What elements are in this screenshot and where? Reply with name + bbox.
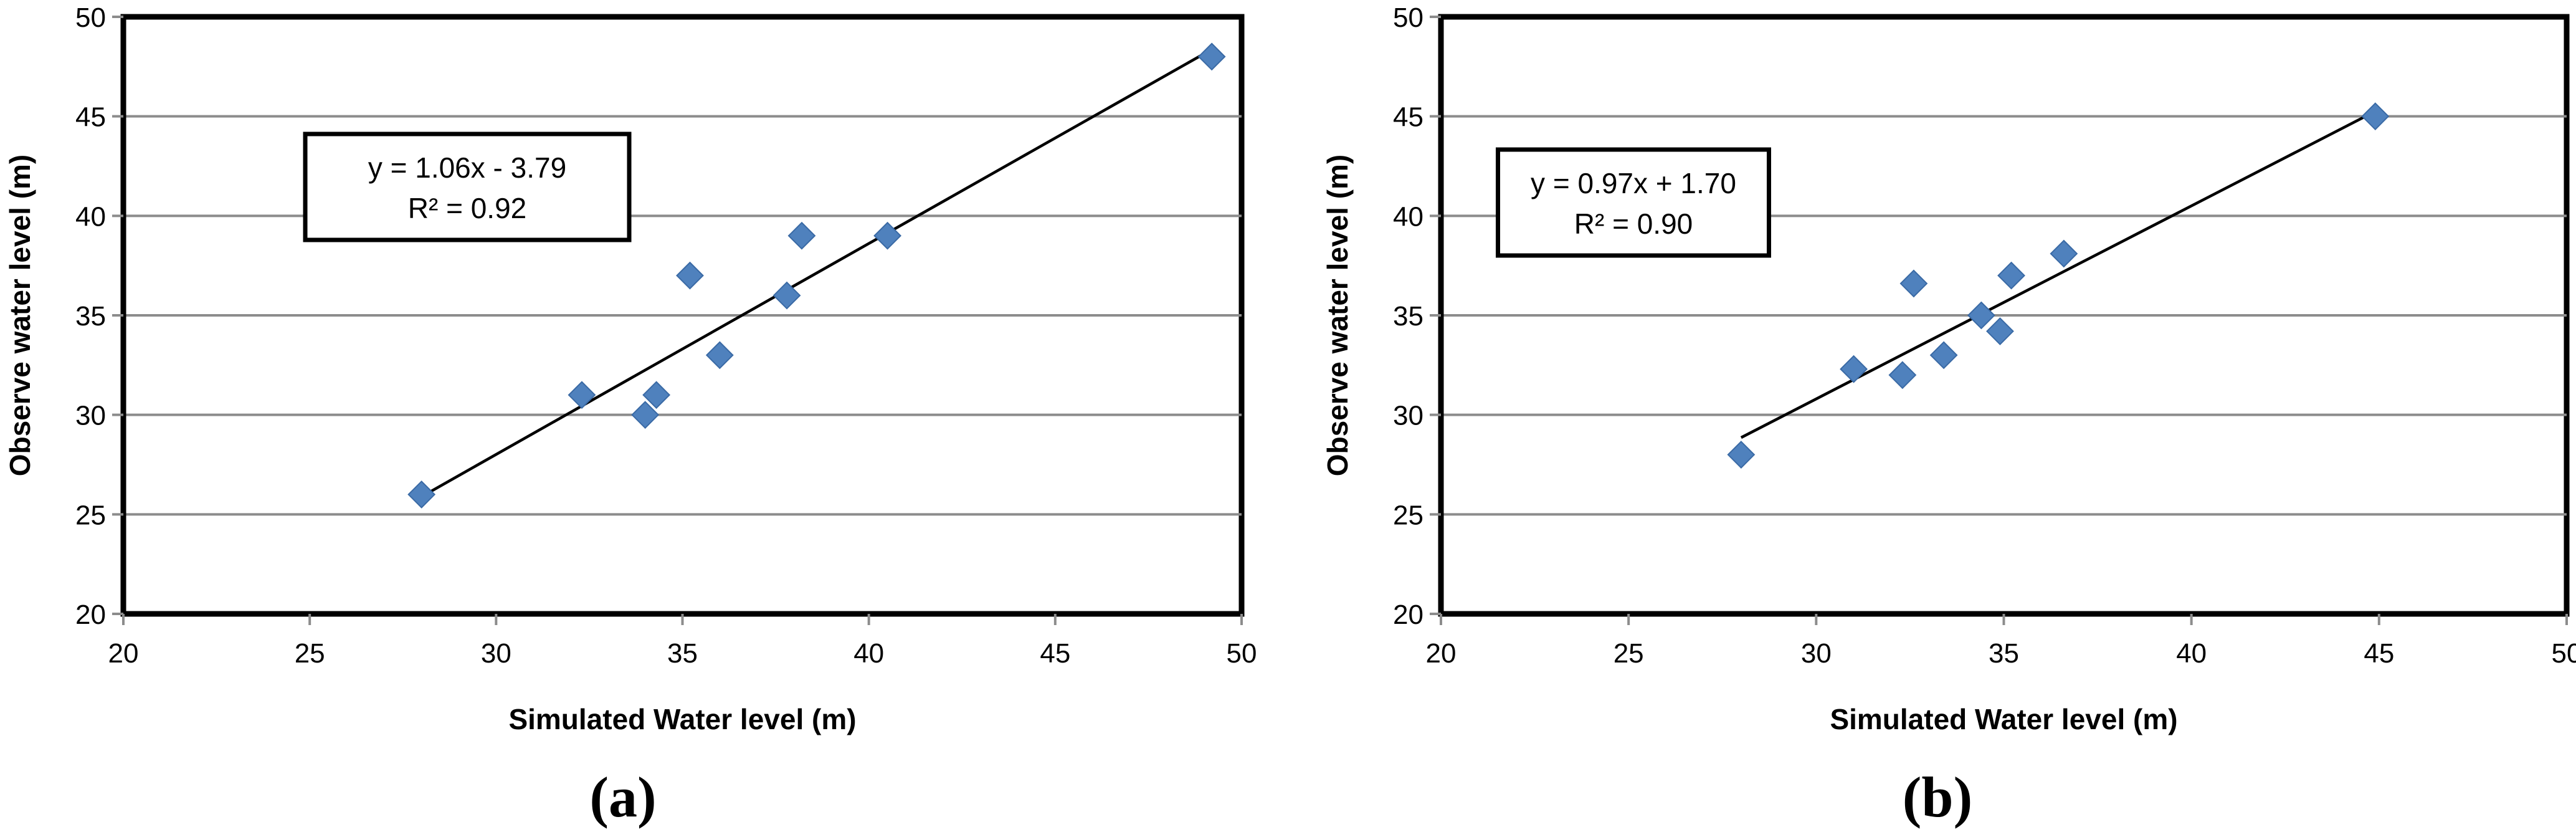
trendline-path bbox=[1740, 110, 2376, 439]
x-tick-label: 40 bbox=[2176, 638, 2207, 669]
data-point bbox=[772, 281, 801, 310]
y-tick-label: 20 bbox=[1393, 600, 1423, 630]
gridlines-a bbox=[123, 115, 1242, 516]
equation-text-b: y = 0.97x + 1.70 bbox=[1531, 167, 1736, 199]
data-point bbox=[2361, 102, 2390, 131]
chart-panel-a: 20 25 30 35 40 45 50 20 25 30 35 40 45 50 y = 1.06x … bbox=[4, 2, 1257, 829]
y-tick-label: 30 bbox=[75, 401, 106, 431]
x-tick-labels-a: 20 25 30 35 40 45 50 bbox=[108, 614, 1257, 669]
x-axis-title-a: Simulated Water level (m) bbox=[508, 703, 856, 735]
y-tick-label: 40 bbox=[1393, 201, 1423, 232]
equation-text-a: y = 1.06x - 3.79 bbox=[368, 151, 566, 184]
data-point bbox=[1727, 441, 1756, 469]
r-squared-text-b: R² = 0.90 bbox=[1574, 208, 1693, 240]
x-tick-label: 35 bbox=[667, 638, 698, 669]
data-point bbox=[1197, 42, 1226, 71]
equation-box-a: y = 1.06x - 3.79 R² = 0.92 bbox=[303, 131, 632, 242]
data-point bbox=[1840, 355, 1868, 383]
equation-box-frame-a bbox=[303, 131, 632, 242]
x-tick-label: 50 bbox=[1227, 638, 1257, 669]
data-point bbox=[1899, 269, 1928, 298]
chart-panel-b: 20 25 30 35 40 45 50 20 25 30 35 40 45 50 y = 0.97x … bbox=[1321, 2, 2576, 829]
x-tick-label: 40 bbox=[853, 638, 884, 669]
r-squared-text-a: R² = 0.92 bbox=[408, 192, 527, 224]
equation-box-b: y = 0.97x + 1.70 R² = 0.90 bbox=[1496, 147, 1771, 258]
data-point bbox=[1986, 317, 2014, 345]
panel-label-b: (b) bbox=[1903, 765, 1972, 829]
data-point bbox=[676, 261, 704, 290]
x-tick-label: 20 bbox=[108, 638, 139, 669]
y-tick-label: 35 bbox=[1393, 301, 1423, 332]
data-point bbox=[568, 381, 596, 409]
data-point bbox=[407, 480, 436, 509]
y-tick-label: 50 bbox=[1393, 2, 1423, 33]
y-tick-labels-a: 20 25 30 35 40 45 50 bbox=[75, 2, 123, 630]
data-point bbox=[1929, 341, 1958, 370]
y-tick-label: 45 bbox=[1393, 102, 1423, 133]
y-tick-label: 35 bbox=[75, 301, 106, 332]
y-tick-label: 25 bbox=[75, 500, 106, 530]
x-tick-label: 45 bbox=[2364, 638, 2394, 669]
x-tick-label: 35 bbox=[1989, 638, 2019, 669]
x-tick-label: 20 bbox=[1426, 638, 1457, 669]
data-point bbox=[873, 221, 901, 250]
x-tick-label: 30 bbox=[481, 638, 511, 669]
x-tick-label: 30 bbox=[1801, 638, 1832, 669]
x-tick-label: 45 bbox=[1040, 638, 1070, 669]
data-point bbox=[1888, 361, 1917, 390]
data-point bbox=[787, 221, 816, 250]
equation-box-frame-b bbox=[1496, 147, 1771, 258]
y-axis-title-a: Observe water level (m) bbox=[4, 155, 36, 476]
x-tick-labels-b: 20 25 30 35 40 45 50 bbox=[1426, 614, 2576, 669]
x-tick-label: 50 bbox=[2552, 638, 2576, 669]
data-points-a bbox=[407, 42, 1226, 509]
panel-label-a: (a) bbox=[589, 765, 656, 829]
trendline-a bbox=[421, 48, 1213, 498]
y-tick-labels-b: 20 25 30 35 40 45 50 bbox=[1393, 2, 1441, 630]
data-point bbox=[642, 381, 671, 409]
data-point bbox=[631, 401, 660, 429]
y-tick-label: 30 bbox=[1393, 401, 1423, 431]
y-tick-label: 50 bbox=[75, 2, 106, 33]
data-point bbox=[705, 341, 734, 370]
y-tick-label: 20 bbox=[75, 600, 106, 630]
x-tick-label: 25 bbox=[1614, 638, 1644, 669]
data-point bbox=[1997, 261, 2025, 290]
y-tick-label: 40 bbox=[75, 201, 106, 232]
data-points-b bbox=[1727, 102, 2390, 469]
data-point bbox=[1967, 301, 1995, 330]
data-point bbox=[2050, 239, 2078, 268]
y-tick-label: 45 bbox=[75, 102, 106, 133]
y-axis-title-b: Observe water level (m) bbox=[1321, 155, 1354, 476]
x-tick-label: 25 bbox=[295, 638, 325, 669]
trendline-path bbox=[421, 48, 1213, 498]
x-axis-title-b: Simulated Water level (m) bbox=[1830, 703, 2177, 735]
trendline-b bbox=[1740, 110, 2376, 439]
y-tick-label: 25 bbox=[1393, 500, 1423, 530]
